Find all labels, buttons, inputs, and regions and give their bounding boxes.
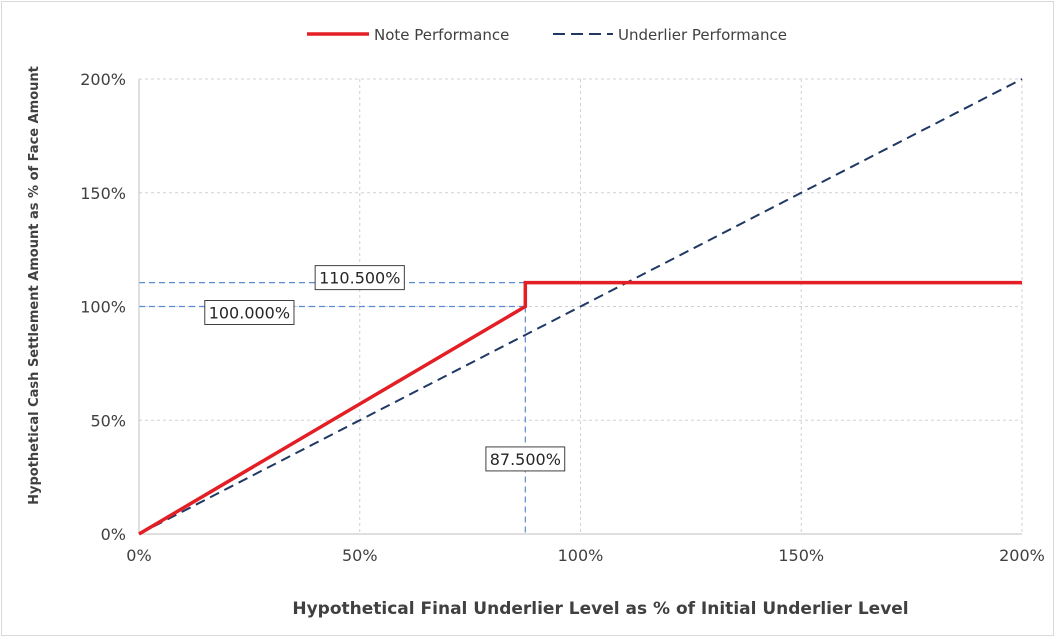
annotation-1: 100.000% <box>204 300 295 325</box>
y-axis-title: Hypothetical Cash Settlement Amount as %… <box>27 66 42 505</box>
annotation-box <box>204 300 295 325</box>
x-tick-label: 150% <box>778 546 824 565</box>
y-tick-label: 150% <box>80 184 126 203</box>
grid <box>139 78 1023 534</box>
y-tick-label: 200% <box>80 70 126 89</box>
legend-label: Underlier Performance <box>618 26 787 44</box>
x-tick-label: 100% <box>558 546 604 565</box>
y-tick-label: 0% <box>101 525 126 544</box>
annotation-2: 87.500% <box>485 446 566 472</box>
reference-lines <box>139 282 526 534</box>
legend-item-1: Underlier Performance <box>553 26 787 44</box>
x-tick-label: 200% <box>999 546 1045 565</box>
legend-label: Note Performance <box>374 26 509 44</box>
annotation-box <box>485 446 566 472</box>
annotation-label: 110.500% <box>319 269 400 288</box>
legend-item-0: Note Performance <box>307 26 509 44</box>
tick-labels: 0% 50% 100% 150% 200% 0% 50% 100% 150% 200% <box>80 70 1045 565</box>
y-tick-label: 100% <box>80 298 126 317</box>
legend: Note Performance Underlier Performance <box>307 26 787 44</box>
x-axis-title: Hypothetical Final Underlier Level as % … <box>292 599 908 619</box>
note-performance-line <box>138 280 1022 536</box>
annotations: 110.500% 100.000% 87.500% <box>204 265 566 472</box>
annotation-label: 100.000% <box>209 304 290 323</box>
x-tick-label: 50% <box>342 546 378 565</box>
x-tick-label: 0% <box>126 546 151 565</box>
underlier-performance-line <box>138 78 1023 535</box>
axes <box>138 79 1022 535</box>
annotation-0: 110.500% <box>314 265 405 291</box>
annotation-label: 87.500% <box>490 450 561 469</box>
series <box>138 78 1023 536</box>
annotation-box <box>314 265 405 291</box>
y-tick-label: 50% <box>90 411 126 430</box>
